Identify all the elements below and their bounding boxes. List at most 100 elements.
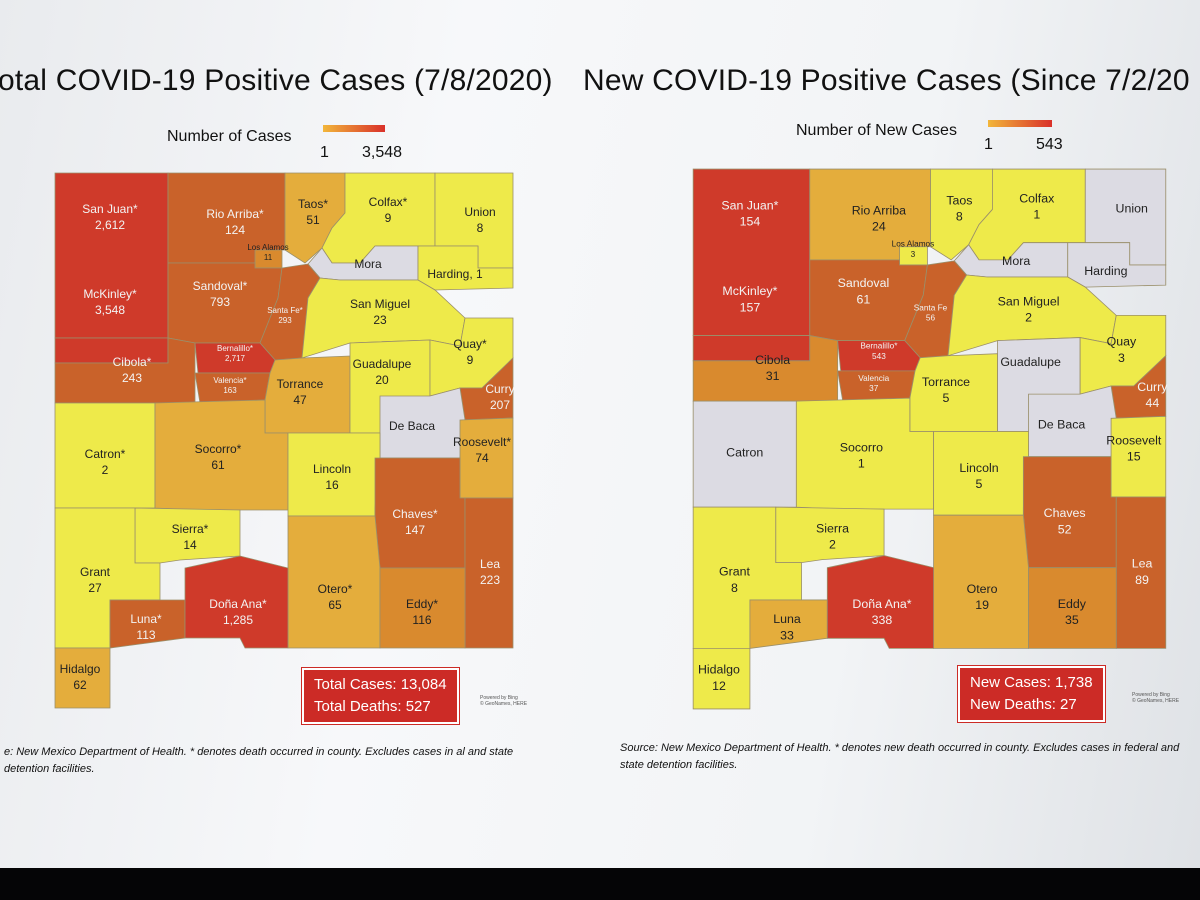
right-county-dona-ana [826,555,935,649]
right-county-value-san-juan: 154 [740,215,761,229]
right-county-value-san-miguel: 2 [1025,311,1032,325]
left-county-value-bernalillo: 2,717 [225,354,246,363]
left-county-value-valencia: 163 [223,386,237,395]
right-legend-label: Number of New Cases [796,122,957,139]
right-legend-color-bar [988,120,1052,127]
right-county-name-sierra: Sierra [816,521,849,535]
right-county-name-dona-ana: Doña Ana* [852,597,911,611]
right-county-name-bernalillo: Bernalillo* [860,342,898,351]
right-new-cases: New Cases: 1,738 [970,674,1093,691]
right-county-value-grant: 8 [731,581,738,595]
left-county-value-colfax: 9 [385,211,392,225]
left-county-name-santa-fe: Santa Fe* [267,306,303,315]
left-county-name-san-miguel: San Miguel [350,297,410,311]
left-county-value-lea: 223 [480,573,500,587]
right-county-value-luna: 33 [780,628,794,642]
right-county-value-dona-ana: 338 [872,613,893,627]
right-county-value-socorro: 1 [858,457,865,471]
right-legend-min: 1 [984,136,993,153]
left-county-name-san-juan: San Juan* [82,202,138,216]
right-county-name-union: Union [1116,202,1149,216]
right-county-name-catron: Catron [726,446,763,460]
left-county-value-san-juan: 2,612 [95,218,125,232]
left-county-name-taos: Taos* [298,197,328,211]
left-county-map: San Juan* 2,612 McKinley* 3,548 Rio Arriba* 1… [54,172,515,709]
left-county-hidalgo [54,647,111,709]
left-county-value-luna: 113 [136,628,155,642]
right-county-value-roosevelt: 15 [1127,450,1141,464]
left-source-note: e: New Mexico Department of Health. * de… [4,746,514,775]
left-county-value-sandoval: 793 [210,295,230,309]
left-county-value-roosevelt: 74 [475,451,489,465]
right-county-name-santa-fe: Santa Fe [914,303,948,312]
left-county-value-hidalgo: 62 [73,678,87,692]
right-county-value-lincoln: 5 [976,477,983,491]
left-county-name-rio-arriba: Rio Arriba* [206,207,264,221]
monitor-bezel [0,868,1200,900]
right-county-name-harding: Harding [1084,264,1128,278]
right-totals-box: New Cases: 1,738 New Deaths: 27 [957,665,1106,723]
right-powered-by: Powered by Bing © GeoNames, HERE [1132,692,1180,704]
left-county-value-santa-fe: 293 [278,316,292,325]
left-county-value-eddy: 116 [412,613,431,627]
left-county-name-socorro: Socorro* [195,442,242,456]
left-county-dona-ana [184,555,289,649]
right-county-name-quay: Quay [1107,335,1137,349]
right-county-name-valencia: Valencia [858,374,889,383]
right-map-title: New COVID-19 Positive Cases (Since 7/2/2… [583,64,1190,97]
left-county-value-catron: 2 [102,463,109,477]
right-county-name-lea: Lea [1132,557,1153,571]
left-total-deaths: Total Deaths: 527 [314,698,431,715]
left-county-value-quay: 9 [467,353,474,367]
left-county-value-los-alamos: 11 [264,253,273,262]
left-county-name-mckinley: McKinley* [83,287,137,301]
left-legend-min: 1 [320,144,329,161]
right-county-value-chaves: 52 [1058,522,1072,536]
left-county-name-luna: Luna* [130,612,162,626]
left-county-name-colfax: Colfax* [369,195,408,209]
right-county-name-lincoln: Lincoln [959,461,998,475]
left-county-name-bernalillo: Bernalillo* [217,344,253,353]
left-county-value-cibola: 243 [122,371,142,385]
right-county-mckinley [692,335,811,362]
left-county-eddy [379,567,466,649]
right-source-note: Source: New Mexico Department of Health.… [620,742,1180,771]
right-county-name-roosevelt: Roosevelt [1106,434,1162,448]
right-county-name-grant: Grant [719,565,751,579]
left-county-value-guadalupe: 20 [375,373,389,387]
right-county-name-cibola: Cibola [755,353,790,367]
right-county-name-hidalgo: Hidalgo [698,663,740,677]
left-county-value-taos: 51 [306,213,320,227]
right-county-name-otero: Otero [967,582,998,596]
left-county-value-torrance: 47 [293,393,307,407]
left-county-torrance [264,355,351,434]
right-county-name-mora: Mora [1002,254,1030,268]
left-county-name-harding: Harding, 1 [427,267,483,281]
right-county-value-lea: 89 [1135,573,1149,587]
right-county-name-sandoval: Sandoval [838,276,890,290]
left-totals-box: Total Cases: 13,084 Total Deaths: 527 [301,667,460,725]
left-county-value-dona-ana: 1,285 [223,613,253,627]
left-legend-label: Number of Cases [167,128,292,145]
left-county-name-sierra: Sierra* [172,522,209,536]
right-county-value-mckinley: 157 [740,300,761,314]
right-legend-max: 543 [1036,136,1063,153]
right-county-torrance [909,353,998,432]
left-county-value-sierra: 14 [183,538,197,552]
left-county-name-mora: Mora [354,257,382,271]
right-county-name-guadalupe: Guadalupe [1000,355,1061,369]
right-county-name-torrance: Torrance [922,375,970,389]
left-county-value-grant: 27 [88,581,102,595]
right-county-value-quay: 3 [1118,351,1125,365]
left-legend-color-bar [323,125,385,132]
right-county-name-de-baca: De Baca [1038,418,1086,432]
right-county-name-rio-arriba: Rio Arriba [852,204,907,218]
left-county-value-socorro: 61 [211,458,225,472]
right-county-value-torrance: 5 [943,391,950,405]
right-county-value-cibola: 31 [766,369,780,383]
right-county-name-san-juan: San Juan* [721,199,778,213]
left-county-name-lincoln: Lincoln [313,462,351,476]
left-county-name-lea: Lea [480,557,500,571]
left-powered-by: Powered by Bing © GeoNames, HERE [480,695,528,707]
left-county-name-hidalgo: Hidalgo [60,662,101,676]
